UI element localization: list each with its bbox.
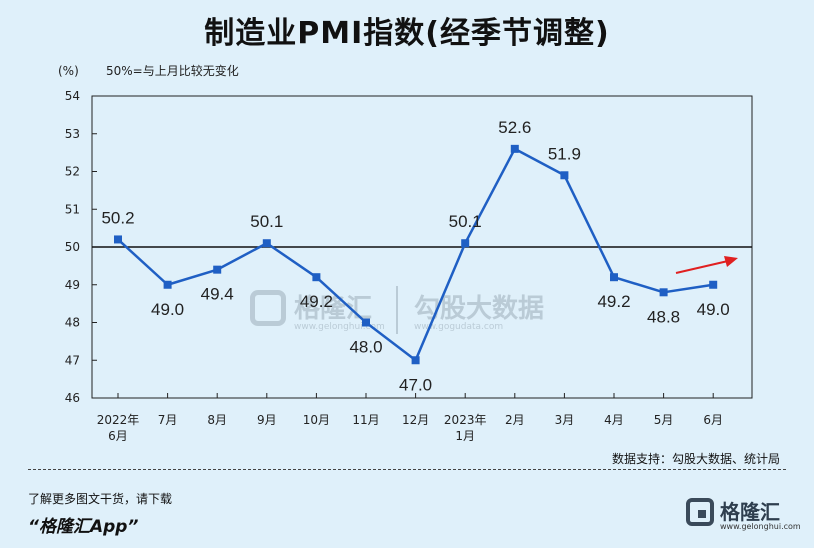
data-point: [610, 273, 618, 282]
brand-logo: 格隆汇 www.gelonghui.com: [686, 496, 801, 536]
x-tick-label-line: 6月: [108, 429, 128, 443]
data-point: [411, 356, 420, 365]
x-tick-label-line: 2022年: [97, 413, 140, 427]
x-tick-label-line: 10月: [303, 413, 330, 427]
y-tick-label: 48: [65, 316, 80, 330]
data-label: 48.0: [349, 338, 382, 357]
data-point: [114, 235, 122, 244]
data-label: 49.2: [597, 292, 630, 311]
x-tick-label: 5月: [654, 413, 674, 427]
x-tick-label: 2022年 6月: [97, 413, 140, 443]
series-line: [117, 147, 714, 362]
data-point: [510, 144, 519, 153]
x-tick-label: 2023年 1月: [444, 413, 487, 443]
x-tick-label: 7月: [158, 413, 178, 427]
x-tick-label-line: 7月: [158, 413, 178, 427]
x-tick-label-line: 2023年: [444, 413, 487, 427]
data-point: [312, 273, 321, 282]
trend-arrow-line: [675, 260, 729, 274]
data-point: [163, 280, 172, 289]
x-tick-label: 11月: [352, 413, 379, 427]
data-point: [362, 318, 370, 327]
data-label: 51.9: [548, 144, 581, 163]
x-tick-label: 2月: [505, 413, 525, 427]
x-tick-label-line: 11月: [352, 413, 379, 427]
y-tick-label: 47: [65, 353, 80, 367]
data-point: [659, 288, 668, 297]
data-label: 47.0: [399, 375, 432, 394]
y-tick-label: 54: [65, 89, 80, 103]
data-point: [461, 239, 470, 248]
x-tick-label: 8月: [207, 413, 227, 427]
brand-url: www.gelonghui.com: [720, 522, 801, 531]
x-tick-label: 9月: [257, 413, 277, 427]
y-tick-label: 53: [65, 127, 80, 141]
chart-title: 制造业PMI指数(经季节调整): [204, 16, 610, 51]
chart-note: 50%=与上月比较无变化: [106, 64, 239, 78]
data-label: 48.8: [647, 307, 680, 326]
data-label: 49.2: [300, 292, 333, 311]
data-label: 52.6: [498, 118, 531, 137]
x-tick-label-line: 4月: [604, 413, 624, 427]
data-label: 50.2: [101, 208, 134, 227]
x-tick-label-line: 9月: [257, 413, 277, 427]
x-tick-label-line: 1月: [455, 429, 475, 443]
y-tick-label: 49: [65, 278, 80, 292]
y-tick-label: 52: [65, 165, 80, 179]
data-point: [709, 280, 718, 289]
y-axis-unit: (%): [58, 64, 79, 78]
promo-app-name: “格隆汇App”: [28, 517, 139, 537]
promo-text: 了解更多图文干货，请下载: [28, 492, 173, 506]
data-point: [560, 171, 569, 180]
x-tick-label-line: 2月: [505, 413, 525, 427]
x-tick-label: 4月: [604, 413, 624, 427]
x-tick-label-line: 12月: [402, 413, 429, 427]
x-tick-label-line: 3月: [555, 413, 575, 427]
data-label: 50.1: [250, 212, 283, 231]
y-tick-label: 50: [65, 240, 80, 254]
x-tick-label-line: 5月: [654, 413, 674, 427]
x-tick-label-line: 8月: [207, 413, 227, 427]
data-source: 数据支持：勾股大数据、统计局: [611, 452, 780, 466]
data-point: [213, 265, 222, 274]
x-tick-label: 6月: [703, 413, 723, 427]
data-label: 49.4: [201, 285, 234, 304]
x-tick-label: 12月: [402, 413, 429, 427]
x-tick-label: 3月: [555, 413, 575, 427]
trend-arrow-head: [724, 256, 738, 267]
data-point: [262, 239, 271, 248]
data-label: 50.1: [449, 212, 482, 231]
brand-name: 格隆汇: [720, 500, 780, 524]
y-tick-label: 46: [65, 391, 80, 405]
data-label: 49.0: [151, 300, 184, 319]
x-tick-label: 10月: [303, 413, 330, 427]
x-tick-label-line: 6月: [703, 413, 723, 427]
brand-logo-icon: [686, 498, 714, 526]
y-tick-label: 51: [65, 202, 80, 216]
footer-divider: [28, 469, 786, 470]
data-label: 49.0: [697, 300, 730, 319]
